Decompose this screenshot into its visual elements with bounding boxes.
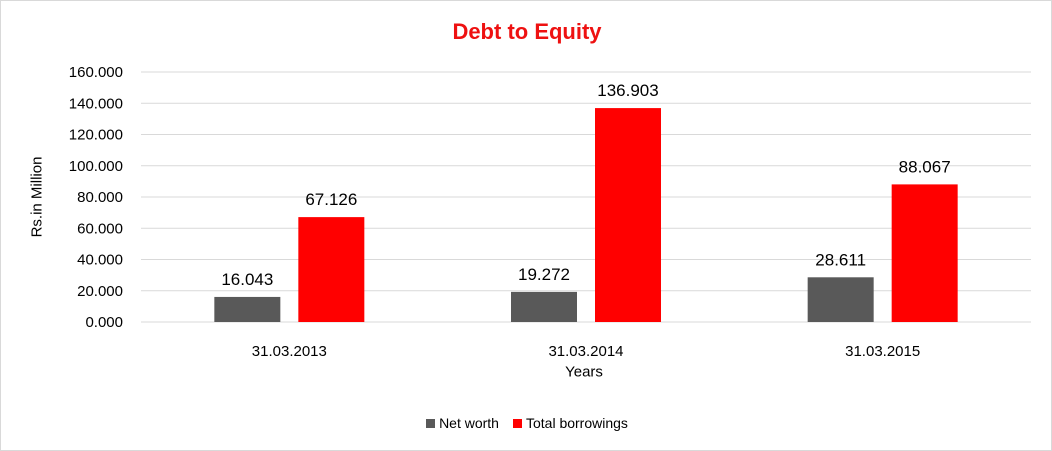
x-tick-label: 31.03.2014 [548,343,623,360]
data-label: 88.067 [899,157,951,176]
bar [214,296,281,322]
bar [807,277,874,322]
y-tick-label: 20.000 [77,283,123,300]
bar [511,291,577,322]
legend-item-total-borrowings: Total borrowings [512,415,628,431]
y-tick-label: 100.000 [69,158,123,175]
y-tick-label: 140.000 [69,95,123,112]
legend-swatch-total-borrowings [512,418,522,428]
bar [595,108,661,322]
x-tick-label: 31.03.2015 [845,343,920,360]
data-label: 136.903 [597,81,658,100]
bar [891,184,958,322]
legend-item-net-worth: Net worth [426,415,499,431]
y-tick-label: 120.000 [69,127,123,144]
y-tick-label: 40.000 [77,252,123,269]
data-label: 28.611 [815,250,866,269]
data-label: 67.126 [305,190,357,209]
data-label: 19.272 [518,265,570,284]
bar [298,217,365,322]
y-tick-label: 160.000 [69,64,123,81]
legend-label-net-worth: Net worth [439,415,499,431]
legend-swatch-net-worth [426,418,436,428]
y-tick-label: 80.000 [77,189,123,206]
chart-title: Debt to Equity [452,19,602,44]
y-tick-label: 0.000 [85,314,123,331]
legend: Net worth Total borrowings [1,415,1052,431]
data-label: 16.043 [221,270,273,289]
x-axis-label: Years [565,363,603,381]
y-tick-label: 60.000 [77,220,123,237]
legend-label-total-borrowings: Total borrowings [525,415,628,431]
x-tick-label: 31.03.2013 [252,343,327,360]
